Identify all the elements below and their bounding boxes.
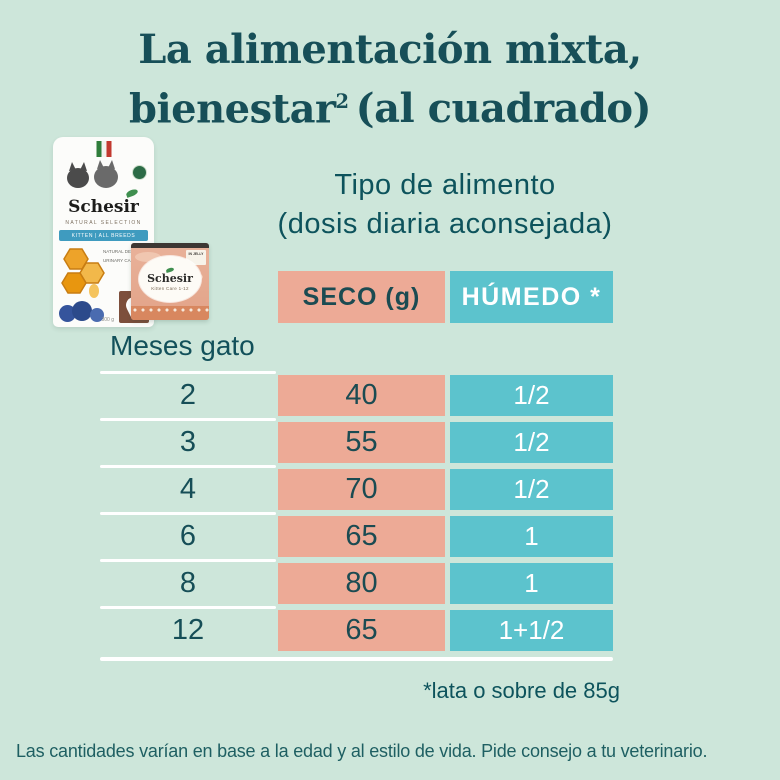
honeycomb-icon <box>61 248 105 298</box>
meses-value: 2 <box>100 370 276 416</box>
title-superscript: 2 <box>335 90 349 113</box>
quality-badge-icon <box>132 165 147 180</box>
column-header-seco: SECO (g) <box>278 271 445 323</box>
italian-flag-icon <box>96 141 111 157</box>
table-row: 8 80 1 <box>100 558 613 604</box>
meses-value: 8 <box>100 558 276 604</box>
blueberries-icon <box>59 298 109 322</box>
feeding-table: 2 40 1/2 3 55 1/2 4 70 1/2 6 65 1 8 80 1… <box>100 370 613 661</box>
product-line-label: Kitten Care 1-12 <box>151 285 189 291</box>
kitten-band-label: KITTEN | ALL BREEDS <box>59 230 148 241</box>
title-line-1: La alimentación mixta, <box>138 26 642 73</box>
humedo-value: 1+1/2 <box>450 610 613 651</box>
product-line-label: NATURAL SELECTION <box>65 220 142 226</box>
table-row: 4 70 1/2 <box>100 464 613 510</box>
seco-value: 55 <box>278 422 445 463</box>
title-line-2: bienestar2 (al cuadrado) <box>128 85 652 133</box>
claim-1: NATURAL DEFENSES <box>103 249 150 254</box>
disclaimer-text: Las cantidades varían en base a la edad … <box>16 741 708 761</box>
table-row: 2 40 1/2 <box>100 370 613 416</box>
tub-bottom-band <box>131 306 209 320</box>
humedo-value: 1 <box>450 563 613 604</box>
seco-value: 40 <box>278 375 445 416</box>
page-title: La alimentación mixta, bienestar2 (al cua… <box>0 24 780 135</box>
claim-2: URINARY CARE <box>103 258 137 263</box>
table-title: Tipo de alimento (dosis diaria aconsejad… <box>235 166 655 244</box>
table-row: 6 65 1 <box>100 511 613 557</box>
row-header-meses-gato: Meses gato <box>110 330 255 361</box>
meses-value: 3 <box>100 417 276 463</box>
meses-value: 4 <box>100 464 276 510</box>
tub-lid <box>131 243 209 248</box>
column-header-humedo: HÚMEDO * <box>450 271 613 323</box>
seco-value: 65 <box>278 516 445 557</box>
table-row: 12 65 1+1/2 <box>100 605 613 651</box>
table-title-line-2: (dosis diaria aconsejada) <box>277 208 613 240</box>
kittens-photo-icon <box>67 160 118 188</box>
meses-value: 6 <box>100 511 276 557</box>
humedo-value: 1/2 <box>450 469 613 510</box>
footnote: *lata o sobre de 85g <box>423 678 620 703</box>
seco-value: 65 <box>278 610 445 651</box>
product-claims: NATURAL DEFENSES URINARY CARE <box>103 247 149 265</box>
brand-logo: Schesir <box>68 197 139 217</box>
table-row: 3 55 1/2 <box>100 417 613 463</box>
wet-food-tub-image: IN JELLY Schesir Kitten Care 1-12 <box>131 243 209 320</box>
seco-value: 80 <box>278 563 445 604</box>
seco-value: 70 <box>278 469 445 510</box>
humedo-value: 1/2 <box>450 422 613 463</box>
table-bottom-divider <box>100 657 613 661</box>
table-title-line-1: Tipo de alimento <box>334 169 556 201</box>
brand-logo: Schesir <box>147 271 193 285</box>
humedo-value: 1/2 <box>450 375 613 416</box>
humedo-value: 1 <box>450 516 613 557</box>
product-images: Schesir NATURAL SELECTION KITTEN | ALL B… <box>0 0 260 340</box>
bag-weight-label: 300 g <box>101 317 114 323</box>
meses-value: 12 <box>100 605 276 651</box>
tub-label: Schesir Kitten Care 1-12 <box>139 256 201 302</box>
cloud-shape <box>135 252 161 262</box>
